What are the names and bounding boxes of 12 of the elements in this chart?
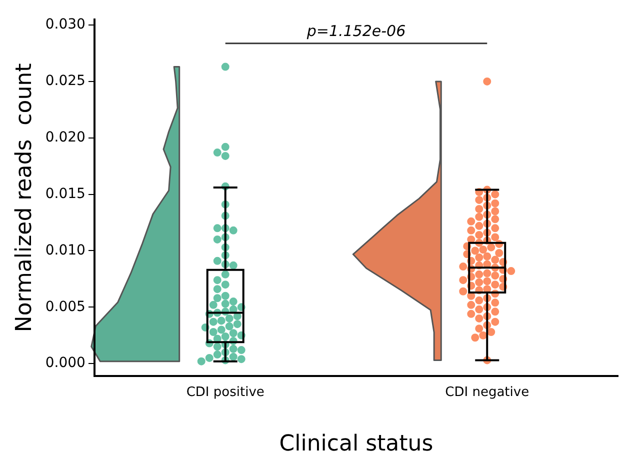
x-axis-title: Clinical status: [279, 432, 434, 457]
x-tick-label: CDI negative: [445, 385, 530, 400]
y-tick-label: 0.005: [45, 298, 86, 315]
annotation: p=1.152e-06: [306, 22, 406, 40]
y-tick-label: 0.025: [45, 73, 86, 90]
y-tick-label: 0.015: [45, 186, 86, 202]
y-axis-title: Normalized reads count: [12, 62, 37, 332]
y-tick-label: 0.020: [45, 130, 86, 146]
x-tick-label: CDI positive: [186, 385, 264, 400]
y-tick-label: 0.000: [45, 355, 86, 372]
y-tick-label: 0.010: [45, 242, 86, 258]
y-tick-label: 0.030: [45, 16, 86, 33]
